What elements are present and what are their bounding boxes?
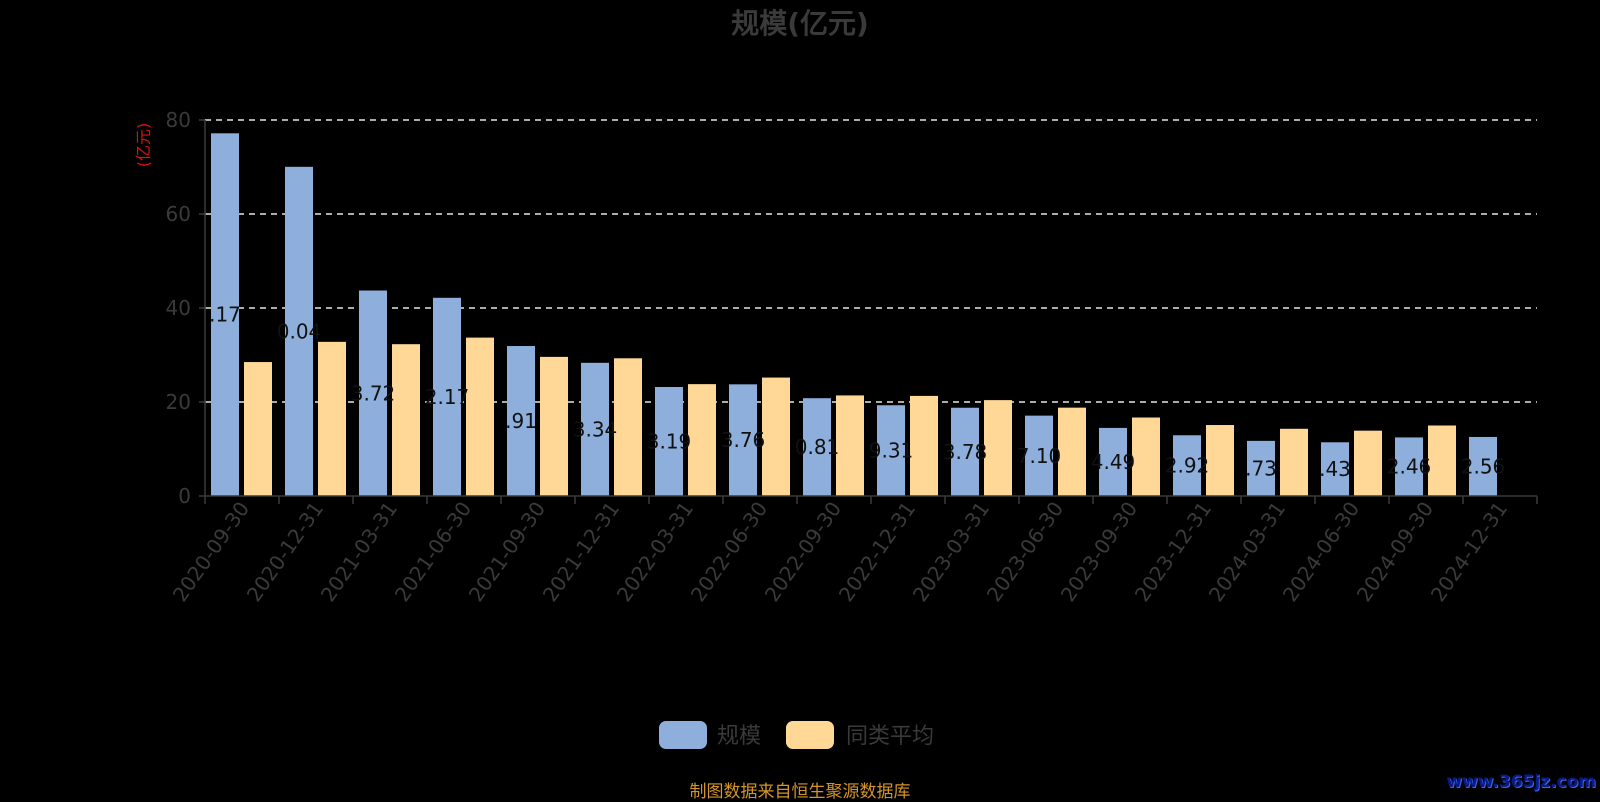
bar-peer-average [910, 395, 938, 496]
bar-value-label: 3.76 [721, 428, 766, 452]
bar-scale [1321, 442, 1349, 496]
x-tick-label: 2024-06-30 [1278, 497, 1364, 606]
bar-value-label: 2.46 [1387, 455, 1432, 479]
legend-swatch [659, 721, 707, 749]
chart-title: 规模(亿元) [731, 7, 869, 40]
bar-value-label: 3.72 [351, 381, 396, 405]
bar-peer-average [762, 377, 790, 496]
bar-peer-average [614, 358, 642, 496]
bar-value-label: .17 [209, 303, 241, 327]
bar-value-label: .73 [1245, 456, 1277, 480]
bar-scale [655, 387, 683, 496]
bar-peer-average [1206, 425, 1234, 496]
legend-label: 规模 [717, 724, 761, 749]
bar-peer-average [1132, 417, 1160, 496]
bar-scale [211, 133, 239, 496]
data-source-note: 制图数据来自恒生聚源数据库 [689, 782, 911, 802]
bar-peer-average [984, 400, 1012, 496]
bar-peer-average [688, 384, 716, 496]
y-axis-ticks: 0 20 40 60 80 [166, 108, 206, 508]
bar-value-label: .43 [1319, 457, 1351, 481]
bar-scale [803, 398, 831, 496]
bar-scale [359, 290, 387, 496]
grid-lines [205, 119, 1537, 403]
site-watermark: www.365jz.com [1446, 772, 1596, 792]
bar-value-label: 2.56 [1461, 454, 1506, 478]
bar-scale [1469, 436, 1497, 496]
x-tick-label: 2020-12-31 [242, 497, 328, 606]
bar-peer-average [836, 395, 864, 496]
x-axis-tick-labels: 2020-09-302020-12-312021-03-312021-06-30… [168, 497, 1512, 606]
bar-peer-average [244, 362, 272, 496]
bar-scale [285, 166, 313, 496]
bar-scale [951, 407, 979, 496]
bar-scale [1173, 435, 1201, 496]
bars: .17 0.04 3.72 2.17 .91 3.34 3.19 3.76 0.81 9.31 3.… [209, 133, 1505, 496]
bar-value-label: 3.19 [647, 430, 692, 454]
bar-scale [877, 405, 905, 496]
x-tick-label: 2021-06-30 [390, 497, 476, 606]
legend: 规模 同类平均 [659, 721, 934, 749]
bar-scale [729, 384, 757, 496]
bar-value-label: 3.34 [573, 417, 618, 441]
bar-scale [581, 362, 609, 496]
bar-peer-average [540, 356, 568, 496]
bar-value-label: 2.17 [425, 385, 470, 409]
x-tick-label: 2024-12-31 [1426, 497, 1512, 606]
bar-value-label: 3.78 [943, 440, 988, 464]
x-tick-label: 2022-03-31 [612, 497, 698, 606]
bar-peer-average [1428, 425, 1456, 496]
bar-peer-average [1280, 428, 1308, 496]
bar-scale [1247, 440, 1275, 496]
y-tick-label: 20 [166, 390, 191, 414]
bar-value-label: 9.31 [869, 439, 914, 463]
bar-scale [1395, 437, 1423, 496]
bar-scale [1025, 415, 1053, 496]
legend-label: 同类平均 [846, 724, 934, 749]
x-tick-label: 2022-12-31 [834, 497, 920, 606]
x-tick-label: 2023-09-30 [1056, 497, 1142, 606]
x-tick-label: 2021-03-31 [316, 497, 402, 606]
bar-scale [1099, 427, 1127, 496]
bar-peer-average [1058, 407, 1086, 496]
x-tick-label: 2023-06-30 [982, 497, 1068, 606]
bar-value-label: 2.92 [1165, 454, 1210, 478]
bar-value-label: 0.04 [277, 319, 322, 343]
bar-value-label: 0.81 [795, 435, 840, 459]
x-tick-label: 2020-09-30 [168, 497, 254, 606]
bar-peer-average [318, 341, 346, 496]
x-tick-label: 2024-09-30 [1352, 497, 1438, 606]
y-tick-label: 40 [166, 296, 191, 320]
y-tick-label: 80 [166, 108, 191, 132]
bar-peer-average [392, 344, 420, 496]
bar-value-label: .91 [505, 409, 537, 433]
y-tick-label: 60 [166, 202, 191, 226]
x-tick-label: 2022-06-30 [686, 497, 772, 606]
bar-scale [507, 346, 535, 496]
x-axis [204, 495, 1538, 504]
bar-value-label: 7.10 [1017, 444, 1062, 468]
bar-value-label: 4.49 [1091, 450, 1136, 474]
x-tick-label: 2023-12-31 [1130, 497, 1216, 606]
y-tick-label: 0 [178, 484, 191, 508]
bar-scale [433, 297, 461, 496]
x-tick-label: 2021-12-31 [538, 497, 624, 606]
x-tick-label: 2021-09-30 [464, 497, 550, 606]
y-axis-unit-label: (亿元) [134, 123, 153, 168]
bar-peer-average [466, 337, 494, 496]
legend-swatch [786, 721, 834, 749]
bar-peer-average [1354, 430, 1382, 496]
x-tick-label: 2022-09-30 [760, 497, 846, 606]
x-tick-label: 2023-03-31 [908, 497, 994, 606]
x-tick-label: 2024-03-31 [1204, 497, 1290, 606]
